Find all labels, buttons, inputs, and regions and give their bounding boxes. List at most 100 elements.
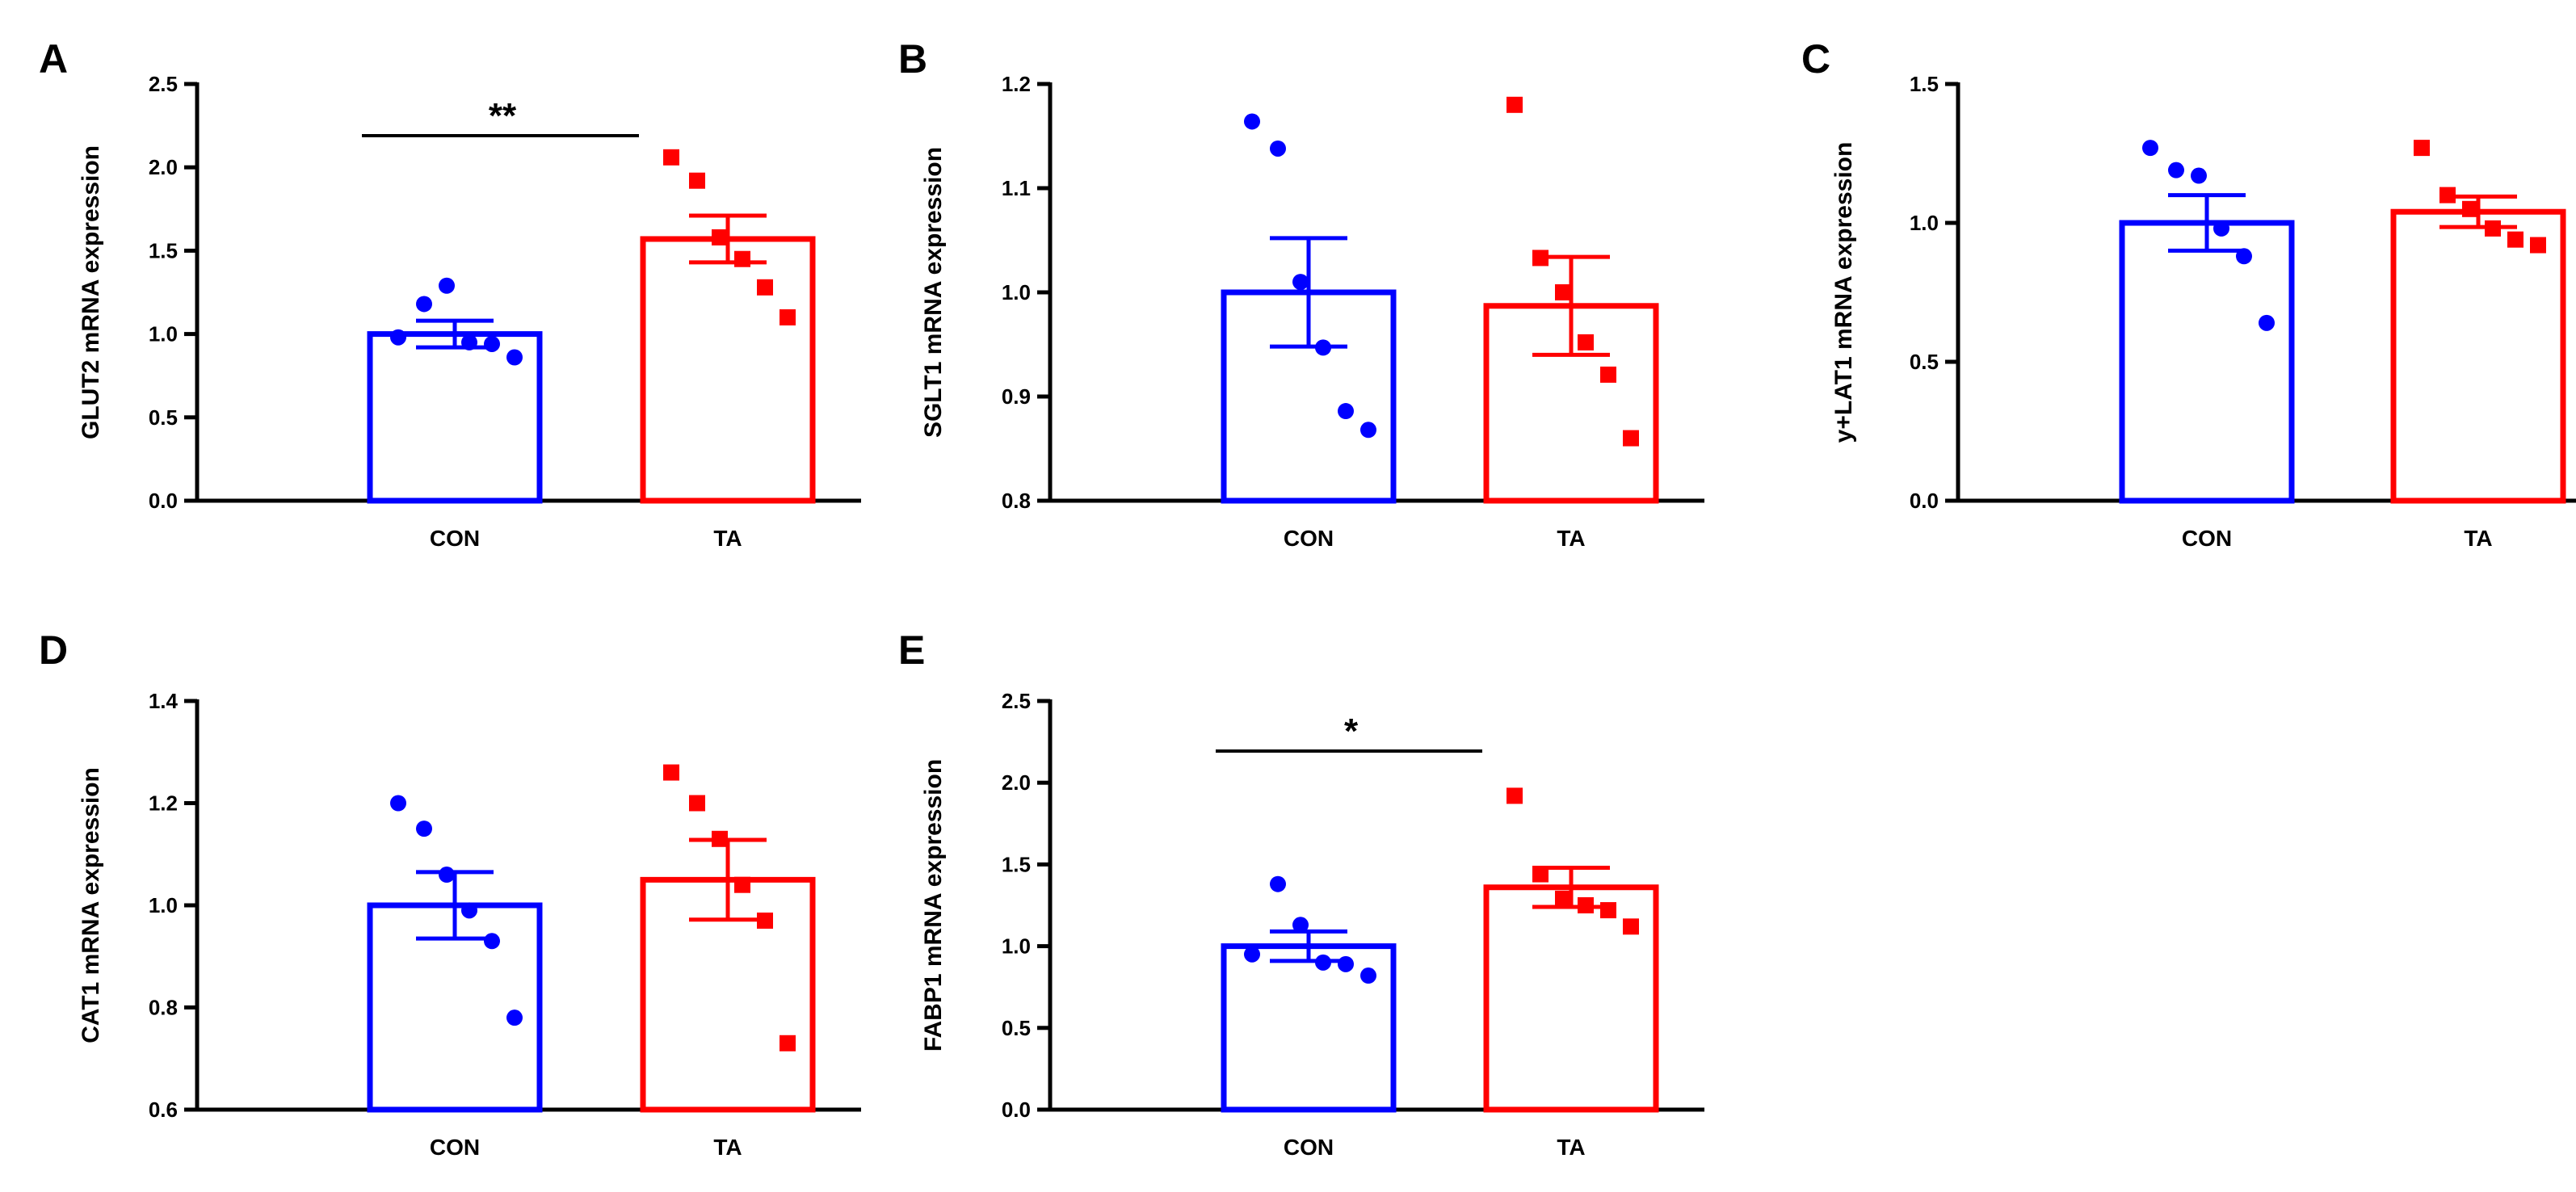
data-point-con — [1270, 140, 1286, 157]
y-tick-label: 0.6 — [149, 1098, 178, 1122]
panel-b: B 0.8 0.9 1.0 1.1 1.2 SGLT1 mRNA expression CON… — [898, 36, 1704, 551]
y-tick-label: 1.2 — [1002, 72, 1031, 96]
bar-ta — [640, 236, 816, 504]
data-point-con — [461, 902, 477, 919]
data-point-ta — [1600, 366, 1616, 383]
x-tick-label: TA — [713, 526, 742, 551]
panel-letter: C — [1801, 36, 1830, 82]
data-point-ta — [2462, 200, 2478, 217]
data-point-con — [1292, 917, 1309, 934]
data-point-con — [1360, 967, 1376, 984]
data-point-ta — [1623, 918, 1639, 935]
data-point-con — [416, 296, 432, 313]
y-tick-label: 1.0 — [1002, 934, 1031, 959]
x-tick-label: CON — [430, 526, 480, 551]
y-tick-label: 0.0 — [1002, 1098, 1031, 1122]
x-tick-label: CON — [1284, 1135, 1334, 1160]
data-point-ta — [2485, 220, 2501, 237]
data-point-ta — [2530, 237, 2546, 254]
x-tick-label: TA — [2464, 526, 2492, 551]
data-point-con — [1338, 955, 1354, 972]
significance-label: * — [1344, 711, 1359, 751]
bar-ta — [2390, 208, 2566, 504]
y-tick-label: 0.5 — [1910, 350, 1939, 374]
x-tick-label: CON — [430, 1135, 480, 1160]
data-point-ta — [1507, 787, 1523, 804]
x-tick-label: TA — [1557, 1135, 1585, 1160]
data-point-ta — [757, 912, 773, 929]
panel-letter: A — [39, 36, 68, 82]
data-point-ta — [2414, 140, 2430, 157]
data-point-ta — [1532, 250, 1549, 267]
data-point-con — [1270, 875, 1286, 892]
data-point-ta — [2507, 231, 2523, 248]
data-point-con — [1338, 403, 1354, 420]
y-tick-label: 0.0 — [1910, 489, 1939, 513]
y-tick-label: 1.5 — [149, 238, 178, 262]
data-point-con — [1315, 339, 1331, 356]
y-axis-label: y+LAT1 mRNA expression — [1830, 142, 1857, 443]
data-point-ta — [780, 1035, 796, 1051]
data-point-ta — [1532, 866, 1549, 883]
data-point-ta — [757, 279, 773, 296]
y-tick-label: 1.2 — [149, 791, 178, 816]
y-axis-label: SGLT1 mRNA expression — [920, 147, 947, 438]
data-point-con — [461, 334, 477, 350]
y-tick-label: 2.5 — [149, 72, 178, 96]
y-tick-label: 1.5 — [1910, 72, 1939, 96]
data-point-ta — [712, 229, 728, 246]
data-point-ta — [1555, 284, 1571, 300]
data-point-con — [439, 277, 455, 294]
bar-con — [2119, 220, 2295, 504]
data-point-ta — [1507, 96, 1523, 113]
data-point-ta — [2439, 187, 2456, 204]
panel-e: E 0.0 0.5 1.0 1.5 2.0 2.5 FABP1 mRNA expression… — [898, 627, 1704, 1160]
data-point-con — [2213, 220, 2229, 237]
data-point-ta — [1555, 890, 1571, 907]
data-point-ta — [1578, 897, 1594, 913]
data-point-con — [2259, 314, 2275, 331]
data-point-ta — [1600, 902, 1616, 919]
y-tick-label: 0.8 — [149, 996, 178, 1020]
y-tick-label: 0.9 — [1002, 384, 1031, 409]
y-tick-label: 1.1 — [1002, 176, 1031, 200]
y-tick-label: 0.5 — [1002, 1016, 1031, 1040]
data-point-con — [2236, 248, 2252, 265]
y-tick-label: 1.0 — [149, 322, 178, 346]
data-point-con — [2191, 167, 2207, 184]
y-tick-label: 0.0 — [149, 489, 178, 513]
data-point-con — [2168, 162, 2184, 178]
x-tick-label: TA — [1557, 526, 1585, 551]
panel-c: C 0.0 0.5 1.0 1.5 y+LAT1 mRNA expression CON TA — [1801, 36, 2576, 551]
x-tick-label: CON — [1284, 526, 1334, 551]
y-tick-label: 1.4 — [149, 689, 179, 713]
y-tick-label: 1.5 — [1002, 852, 1031, 876]
panel-d: D 0.6 0.8 1.0 1.2 1.4 CAT1 mRNA expression CON T… — [39, 627, 861, 1160]
significance-label: ** — [489, 96, 517, 136]
y-axis-label: CAT1 mRNA expression — [78, 767, 104, 1043]
y-axis-label: GLUT2 mRNA expression — [78, 145, 104, 439]
data-point-ta — [689, 795, 705, 812]
panel-a: A 0.0 0.5 1.0 1.5 2.0 2.5 GLUT2 mRNA expression… — [39, 36, 861, 551]
y-tick-label: 1.0 — [1002, 280, 1031, 304]
data-point-con — [416, 821, 432, 837]
y-tick-label: 2.0 — [149, 155, 178, 179]
data-point-con — [506, 1009, 523, 1026]
data-point-con — [390, 795, 406, 812]
x-tick-label: CON — [2182, 526, 2232, 551]
data-point-con — [1244, 946, 1260, 963]
data-point-con — [1315, 954, 1331, 971]
y-axis-label: FABP1 mRNA expression — [920, 759, 947, 1051]
data-point-con — [484, 933, 500, 950]
data-point-ta — [734, 250, 750, 267]
y-tick-label: 2.5 — [1002, 689, 1031, 713]
data-point-ta — [663, 149, 679, 166]
data-point-con — [1244, 113, 1260, 130]
data-point-ta — [1578, 334, 1594, 350]
data-point-con — [1360, 422, 1376, 439]
panel-letter: D — [39, 627, 68, 673]
y-tick-label: 1.0 — [1910, 211, 1939, 235]
data-point-con — [506, 349, 523, 366]
y-tick-label: 0.8 — [1002, 489, 1031, 513]
